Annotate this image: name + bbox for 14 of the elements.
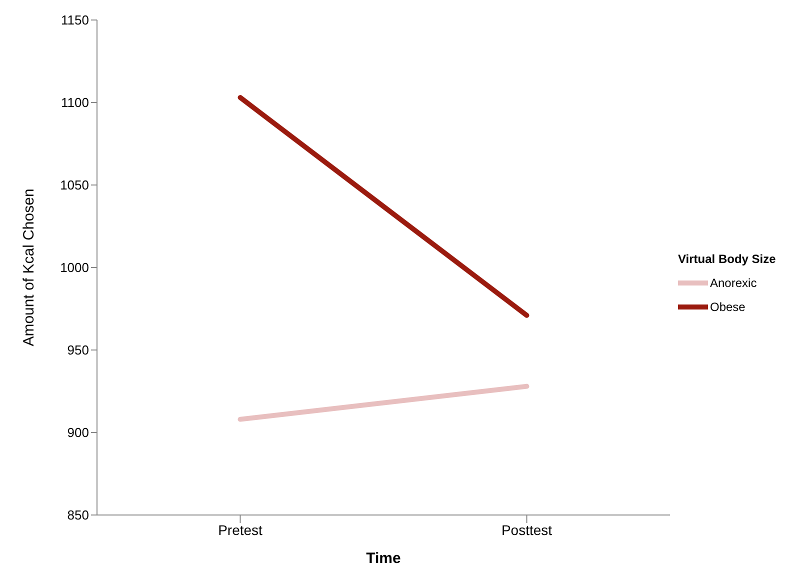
y-tick-label: 900 bbox=[67, 425, 89, 440]
y-tick-label: 850 bbox=[67, 508, 89, 523]
legend-label: Obese bbox=[710, 300, 746, 314]
x-tick-label: Pretest bbox=[218, 522, 263, 538]
y-tick-label: 1050 bbox=[60, 178, 89, 193]
x-axis-title: Time bbox=[366, 550, 401, 567]
legend-title: Virtual Body Size bbox=[678, 252, 777, 266]
y-tick-label: 1000 bbox=[60, 260, 89, 276]
y-tick-label: 1100 bbox=[61, 95, 89, 110]
legend-label: Anorexic bbox=[710, 276, 757, 290]
x-tick-label: Posttest bbox=[501, 522, 552, 538]
y-tick-label: 950 bbox=[67, 342, 89, 358]
y-tick-label: 1150 bbox=[61, 12, 89, 28]
y-axis-title: Amount of Kcal Chosen bbox=[20, 188, 38, 346]
